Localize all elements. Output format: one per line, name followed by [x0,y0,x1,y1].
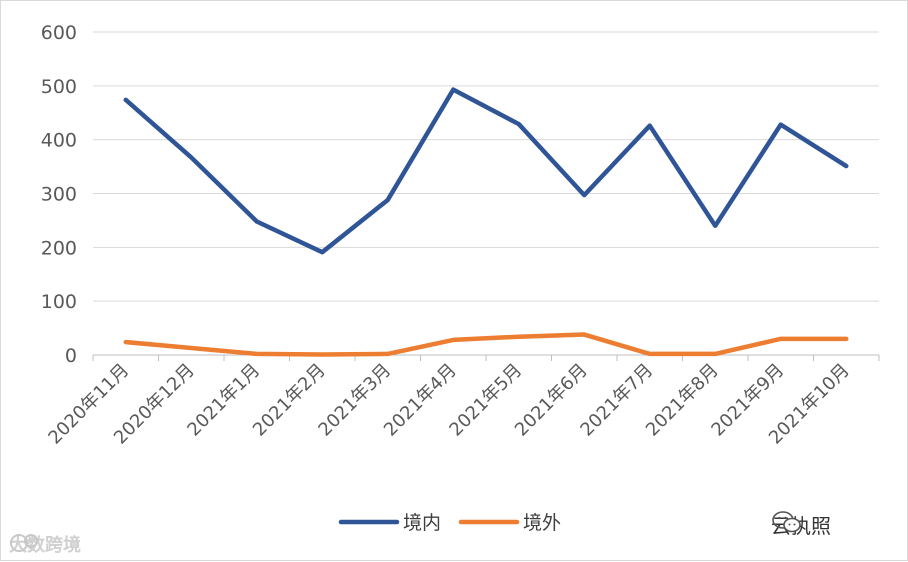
series-line-1 [123,332,849,357]
y-tick-label: 500 [41,76,77,98]
watermark-right-text: 云执照 [771,513,831,538]
y-tick-label: 400 [41,130,77,152]
y-tick-label: 300 [41,184,77,206]
y-tick-label: 200 [41,237,77,259]
y-axis-ticks: 0 100 200 300 400 500 600 [41,22,77,367]
legend-label: 境外 [523,512,561,534]
wechat-icon [772,511,801,533]
watermark-logo-icon: O [10,534,38,552]
watermark-right: 云执照 [771,509,831,539]
x-axis-ticks: 2020年11月2020年12月2021年1月2021年2月2021年3月202… [44,360,853,449]
legend: 境内 境外 [338,512,561,534]
gridlines [93,31,879,302]
y-tick-label: 0 [65,345,77,367]
series-lines [123,87,849,357]
watermark-left: O 大数跨境 [9,532,81,556]
y-tick-label: 600 [41,22,77,44]
legend-label: 境内 [403,512,441,534]
x-axis [92,354,880,361]
series-line-0 [123,87,849,255]
y-tick-label: 100 [41,291,77,313]
svg-text:O: O [26,540,33,550]
